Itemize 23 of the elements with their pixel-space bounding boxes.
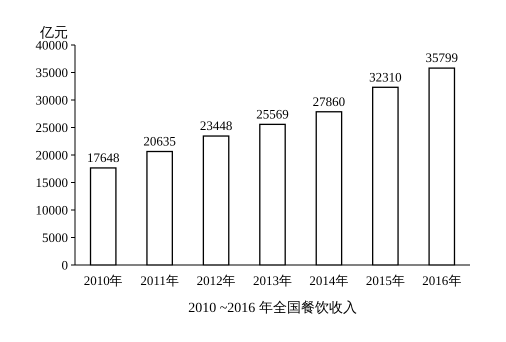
y-tick-label: 30000 xyxy=(36,92,68,108)
y-tick-label: 35000 xyxy=(36,65,68,80)
y-tick-label: 25000 xyxy=(36,120,68,135)
y-tick-label: 15000 xyxy=(36,175,68,190)
data-label: 27860 xyxy=(312,94,346,109)
data-label: 25569 xyxy=(256,106,289,122)
text: 2010 ~2016 年全国餐饮收入 xyxy=(188,300,357,316)
y-tick-label: 20000 xyxy=(36,148,68,162)
data-label: 35799 xyxy=(426,50,458,66)
x-tick-label: 2016年 xyxy=(422,273,462,288)
x-tick-label: 2012年 xyxy=(196,273,236,288)
data-label: 32310 xyxy=(369,69,402,84)
y-tick-label: 10000 xyxy=(36,202,68,218)
x-tick-label: 2015年 xyxy=(366,273,405,288)
data-label: 20635 xyxy=(143,134,176,149)
x-tick-label: 2014年 xyxy=(309,273,348,288)
x-tick-label: 2010年 xyxy=(84,273,123,288)
y-tick-label: 5000 xyxy=(42,230,68,245)
x-tick-label: 2013年 xyxy=(253,273,292,288)
x-tick-label: 2011年 xyxy=(140,273,179,288)
data-label: 23448 xyxy=(200,118,232,134)
data-label: 17648 xyxy=(86,150,120,165)
y-tick-label: 0 xyxy=(62,258,68,272)
